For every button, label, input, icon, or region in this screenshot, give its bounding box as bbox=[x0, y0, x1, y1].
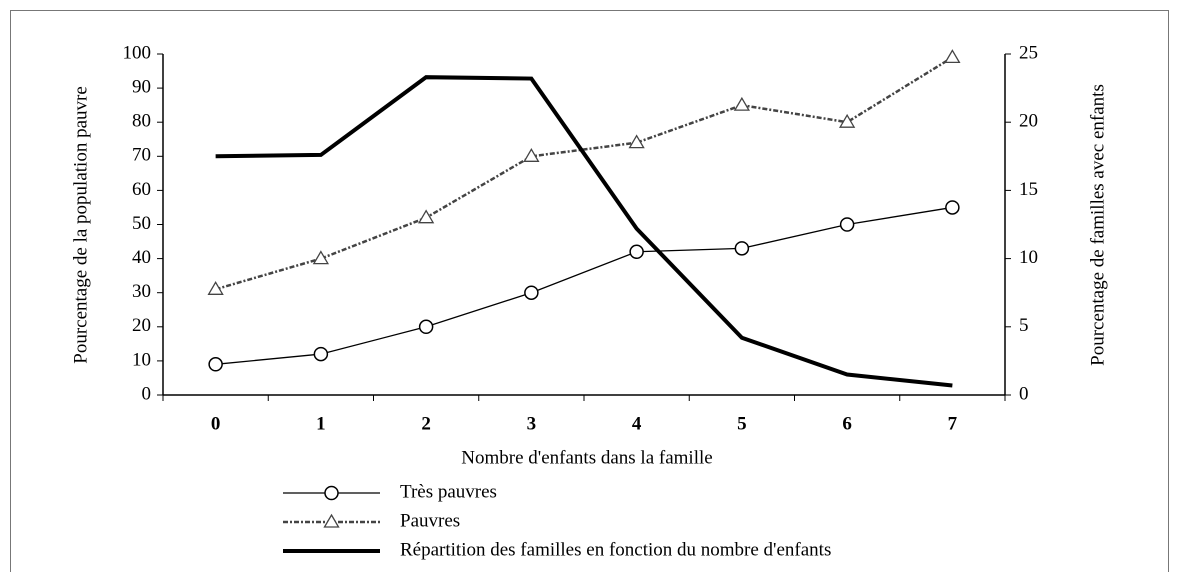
x-tick-label: 7 bbox=[948, 413, 958, 434]
x-tick-label: 3 bbox=[527, 413, 537, 434]
y-tick-label: 50 bbox=[132, 213, 151, 234]
legend-marker bbox=[323, 513, 340, 528]
frame bbox=[10, 10, 1169, 572]
y-tick-label: 70 bbox=[132, 145, 151, 166]
y2-tick-label: 5 bbox=[1019, 315, 1029, 336]
point bbox=[312, 250, 330, 265]
y2-tick-label: 10 bbox=[1019, 247, 1038, 268]
point bbox=[207, 280, 224, 295]
point bbox=[628, 134, 645, 149]
y-tick-label: 60 bbox=[132, 179, 151, 200]
point bbox=[733, 96, 751, 111]
y-tick-label: 90 bbox=[132, 76, 151, 97]
y-tick-label: 10 bbox=[132, 349, 151, 370]
point bbox=[945, 200, 960, 215]
point bbox=[629, 244, 644, 260]
point bbox=[838, 113, 856, 128]
y2-tick-label: 0 bbox=[1019, 383, 1029, 404]
point bbox=[208, 357, 223, 372]
x-tick-label: 1 bbox=[316, 413, 326, 434]
point bbox=[839, 217, 855, 232]
point bbox=[417, 209, 435, 224]
x-tick-label: 0 bbox=[211, 413, 221, 434]
y-tick-label: 30 bbox=[132, 281, 151, 302]
y2-axis-title: Pourcentage de familles avec enfants bbox=[1087, 84, 1108, 366]
point bbox=[523, 148, 540, 162]
y-tick-label: 0 bbox=[142, 383, 152, 404]
x-tick-label: 2 bbox=[421, 413, 431, 434]
y-tick-label: 80 bbox=[132, 111, 151, 132]
point bbox=[524, 285, 539, 300]
y2-tick-label: 20 bbox=[1019, 111, 1038, 132]
y-tick-label: 20 bbox=[132, 315, 151, 336]
y-tick-label: 40 bbox=[132, 247, 151, 268]
series-line bbox=[215, 56, 954, 291]
x-tick-label: 5 bbox=[737, 413, 747, 434]
legend-label: Pauvres bbox=[400, 510, 460, 531]
series-line bbox=[215, 75, 953, 388]
x-tick-label: 6 bbox=[842, 413, 852, 434]
x-tick-label: 4 bbox=[632, 413, 642, 434]
y-tick-label: 100 bbox=[123, 42, 152, 63]
point bbox=[313, 346, 329, 362]
series-line bbox=[215, 206, 953, 365]
y2-tick-label: 25 bbox=[1019, 42, 1038, 63]
point bbox=[418, 319, 434, 335]
legend-label: Répartition des familles en fonction du … bbox=[400, 539, 831, 560]
legend-label: Très pauvres bbox=[400, 481, 497, 502]
point bbox=[734, 241, 750, 256]
x-axis-title: Nombre d'enfants dans la famille bbox=[461, 447, 712, 468]
legend-marker bbox=[324, 485, 339, 501]
point bbox=[944, 49, 961, 64]
y2-tick-label: 15 bbox=[1019, 179, 1038, 200]
y-axis-title: Pourcentage de la population pauvre bbox=[70, 86, 91, 364]
